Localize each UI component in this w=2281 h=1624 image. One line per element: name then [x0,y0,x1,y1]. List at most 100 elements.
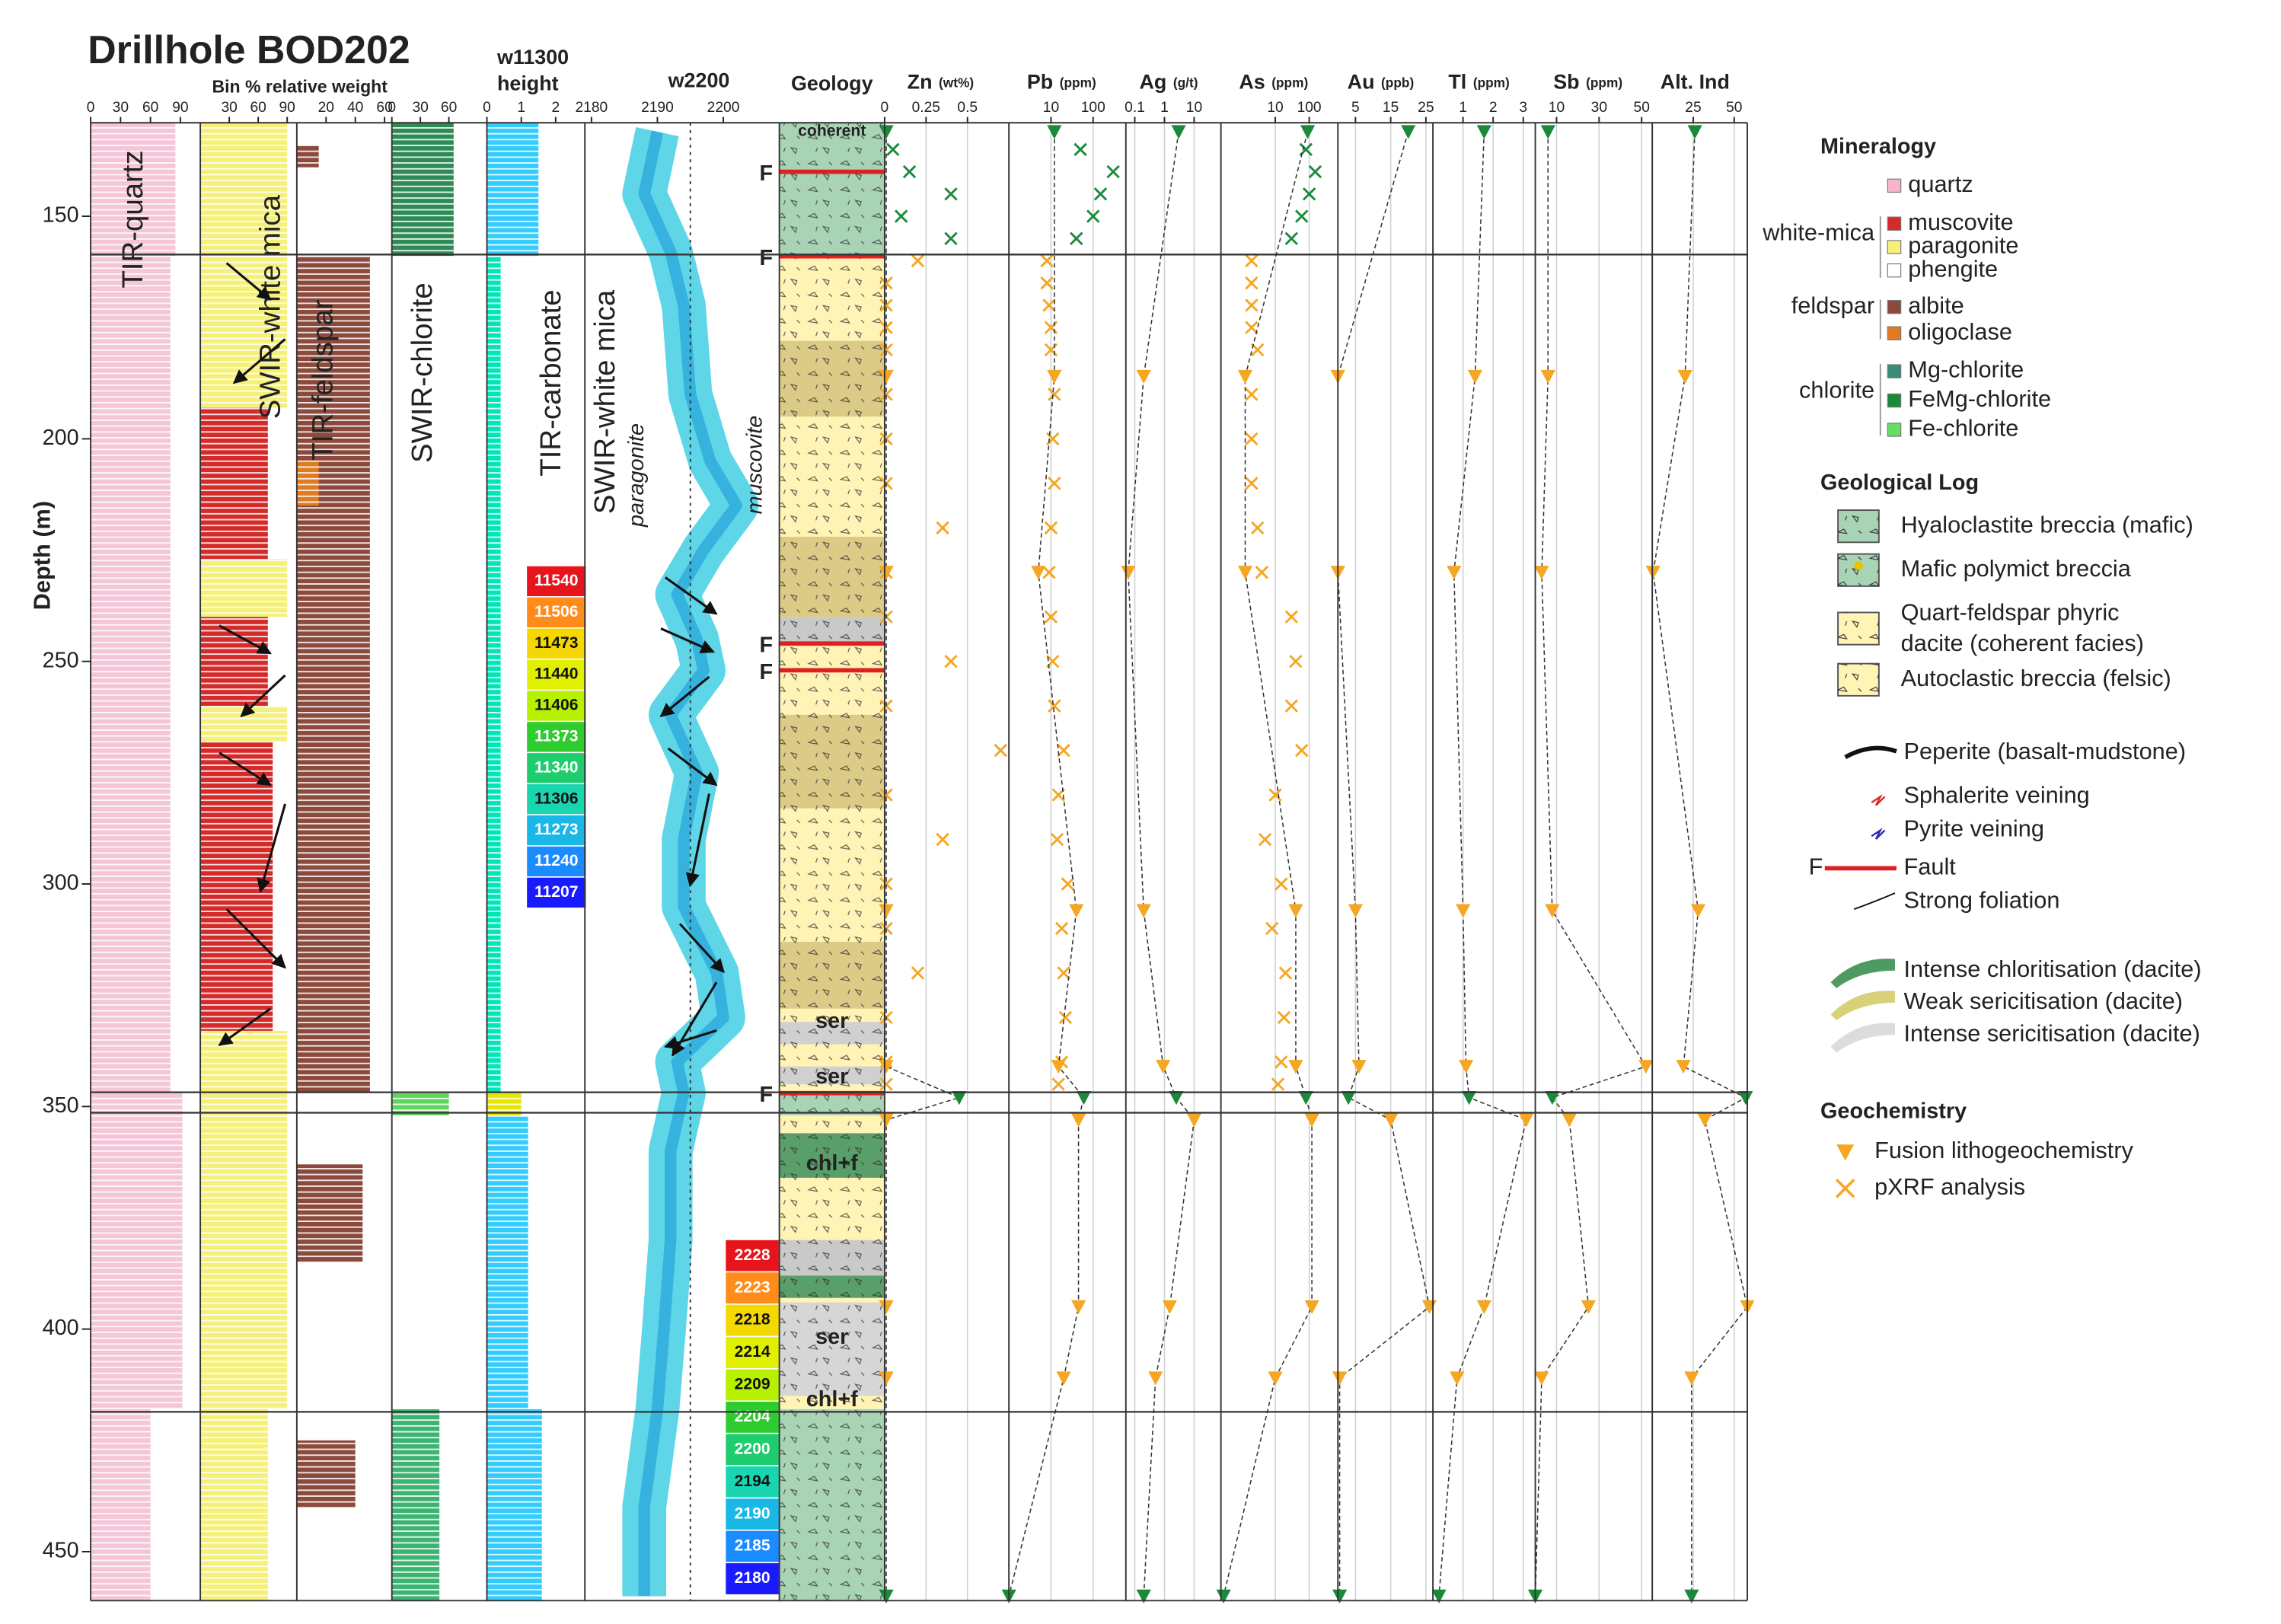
legend-group: feldspar [1791,292,1874,318]
pxrf-point [1245,254,1259,268]
pxrf-point [1255,566,1268,579]
fusion-point [1136,369,1151,384]
pxrf-point [936,832,949,847]
fusion-point [1684,1589,1699,1604]
x-tick-label: 2 [551,100,560,116]
colorbar-label: 2218 [735,1311,770,1329]
legend-title: Geological Log [1820,471,1979,495]
legend-label: Intense chloritisation (dacite) [1904,956,2202,982]
legend-swatch [1887,216,1902,231]
colorbar-cell [525,783,587,815]
fusion-point [1136,904,1151,918]
legend-label: quartz [1908,171,1973,197]
pxrf-point [1245,432,1259,446]
fusion-point [879,904,894,918]
legend-label: Fusion lithogeochemistry [1874,1137,2133,1163]
pxrf-point [911,966,925,980]
x-tick-label: 50 [1634,100,1650,116]
fusion-point [1237,369,1253,384]
fusion-point [1332,1371,1348,1386]
pxrf-point [1251,343,1265,357]
foliation-icon [1853,892,1896,911]
trend-arrow [664,576,718,615]
fusion-point [879,1371,894,1386]
colorbar-label: 2214 [735,1343,770,1361]
pxrf-point [886,142,900,157]
fusion-point [1300,125,1316,139]
pxrf-point [1044,521,1058,534]
x-tick-label: 3 [1519,100,1527,116]
column-label: SWIR-white mica [254,194,286,419]
pxrf-point [1289,654,1303,668]
fusion-point [1697,1113,1712,1128]
x-tick-label: 90 [279,100,295,116]
column-header: Sb (ppm) [1553,69,1622,95]
legend-label: oligoclase [1908,318,2012,345]
fusion-point [1534,1371,1549,1386]
x-tick-label: 20 [318,100,334,116]
fusion-point [1268,1371,1283,1386]
trend-arrow [240,674,286,718]
pxrf-point [1268,788,1282,802]
fusion-point [1351,1060,1367,1074]
pxrf-point [1086,209,1100,223]
fusion-icon [1836,1144,1855,1161]
column-header: Zn (wt%) [908,69,974,95]
colorbar-label: 11440 [534,665,579,683]
x-tick-label: 40 [347,100,363,116]
trend-arrow [685,793,710,888]
fusion-point [1186,1113,1202,1128]
pxrf-point [902,164,917,179]
fault-label: F [760,161,774,186]
fusion-point [1450,1371,1465,1386]
fusion-point [1171,125,1186,139]
column-header: height [497,72,559,94]
fusion-point [1047,125,1062,139]
fusion-point [1545,904,1560,918]
y-tick-label: 150 [43,203,79,228]
column-header: As (ppm) [1239,69,1308,95]
fusion-point [952,1090,967,1106]
column-label: TIR-carbonate [534,289,567,476]
fusion-point [1304,1113,1319,1128]
swatch-pattern [1838,612,1879,645]
x-tick-label: 2200 [707,100,740,116]
alteration-icon [1830,1023,1895,1053]
fusion-point [1031,566,1046,580]
fusion-point [1476,1300,1491,1315]
colorbar-label: 11473 [534,634,579,652]
pxrf-point [1061,877,1075,891]
element-name: Ag [1139,71,1166,94]
trend-arrow [659,675,710,717]
pxrf-point [1277,1010,1291,1025]
pxrf-point [1051,1077,1065,1091]
fusion-point [1056,1371,1071,1386]
x-tick-label: 1 [1459,100,1467,116]
bar-texture [391,123,487,1601]
colorbar-label: 11373 [534,727,579,745]
fusion-point [1070,1300,1086,1315]
fusion-point [1461,1090,1477,1106]
legend-group: white-mica [1762,219,1875,245]
alteration-icon [1830,959,1895,988]
pxrf-point [1245,276,1259,290]
y-tick-label: 400 [43,1316,79,1340]
fusion-point [1519,1113,1534,1128]
bar-texture [91,123,201,1601]
geology-label: chl+f [806,1387,858,1412]
pxrf-icon [1835,1179,1855,1198]
fusion-point [1216,1589,1231,1604]
pxrf-point [1040,276,1054,290]
legend-swatch [1887,263,1902,278]
fusion-point [1076,1090,1092,1106]
subtitle: Bin % relative weight [212,76,388,96]
bar-texture [296,123,392,1601]
x-tick-label: 0.25 [912,100,940,116]
element-name: Tl [1448,71,1466,94]
x-tick-label: 25 [1418,100,1434,116]
legend-group: chlorite [1799,377,1874,404]
fusion-point [1047,369,1062,384]
pxrf-point [1284,699,1298,713]
geology-label: ser [815,1325,848,1349]
legend-label: muscovite [1908,209,2013,235]
